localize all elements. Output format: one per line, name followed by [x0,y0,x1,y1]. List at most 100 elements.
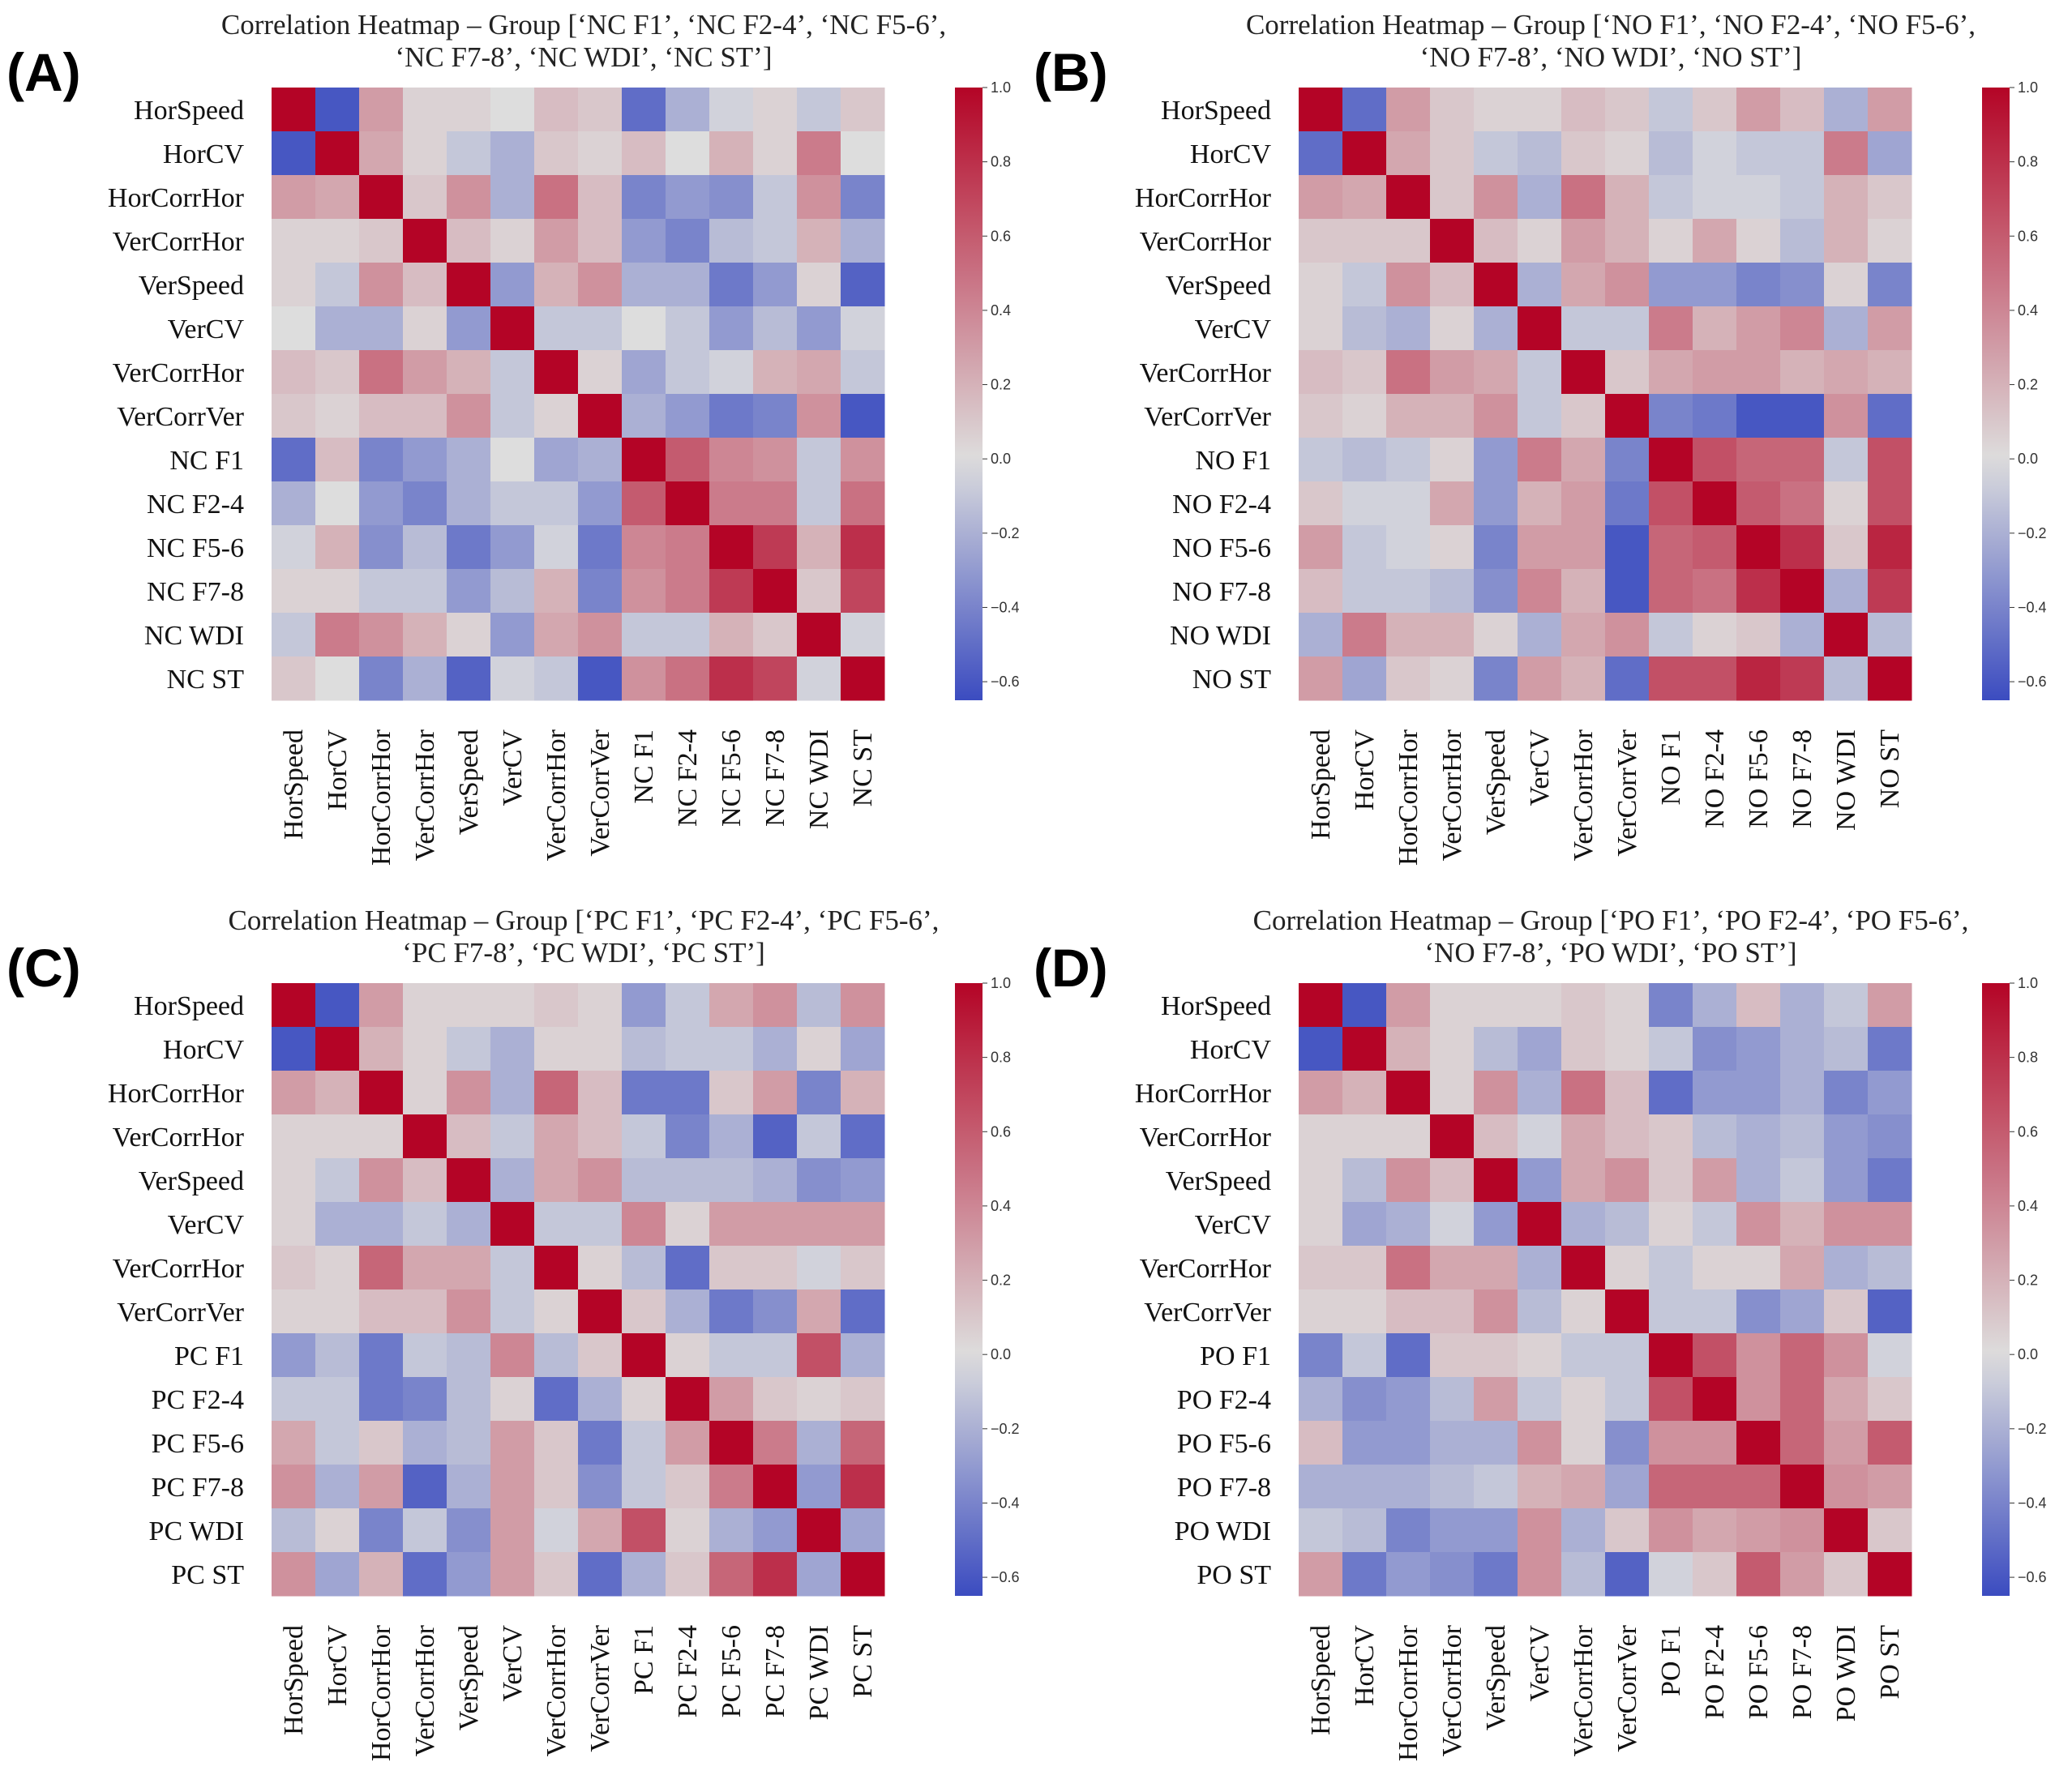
heatmap-cell [841,350,885,395]
heatmap-cell [1649,1114,1693,1159]
heatmap-cell [359,438,404,482]
heatmap-cell [534,1071,579,1115]
heatmap-cell [359,1465,404,1509]
heatmap-cell [578,1377,623,1422]
column-label: VerCorrHor [1569,729,1599,861]
heatmap-cell [1561,1421,1606,1465]
heatmap-cell [578,569,623,614]
heatmap-cell [841,1246,885,1290]
column-label: HorSpeed [279,1625,309,1735]
heatmap-cell [403,1114,447,1159]
heatmap-cell [797,394,841,438]
heatmap-cell [1386,1333,1431,1378]
heatmap-cell [1605,88,1650,132]
heatmap-cell [1605,1465,1650,1509]
heatmap-cell [1518,88,1562,132]
heatmap-cell [1736,1333,1781,1378]
heatmap-cell [1868,175,1912,220]
column-label: NO F7-8 [1787,729,1817,828]
heatmap-cell [1474,1377,1518,1422]
heatmap-cell [1824,1333,1869,1378]
heatmap-cell [359,131,404,176]
heatmap-cell [1780,1027,1825,1071]
heatmap-cell [315,481,360,526]
heatmap-cell [1824,613,1869,657]
heatmap-cell [622,1508,666,1553]
heatmap-cell [1780,306,1825,351]
heatmap-cell [1561,350,1606,395]
row-label: NC F7-8 [147,577,244,607]
row-label: PC F1 [174,1341,244,1371]
heatmap-cell [1868,569,1912,614]
heatmap-cell [709,175,754,220]
heatmap-cell [490,1027,535,1071]
heatmap-cell [709,613,754,657]
heatmap-cell [1693,613,1737,657]
row-label: NO F7-8 [1172,577,1271,607]
column-label: VerCorrHor [1437,1624,1467,1756]
heatmap-cell [272,613,316,657]
heatmap-cell [1518,656,1562,701]
heatmap-cell [1561,983,1606,1028]
heatmap-cell [1430,1508,1475,1553]
panel-label-a: (A) [6,42,81,102]
heatmap-cell [797,1421,841,1465]
column-label: NC F1 [629,729,659,804]
heatmap-cell [272,983,316,1028]
heatmap-cell [797,1465,841,1509]
column-label: PO F2-4 [1700,1625,1730,1719]
row-label: VerCV [168,1210,245,1240]
heatmap-cell [1430,1246,1475,1290]
heatmap-cell [753,306,798,351]
heatmap-cell [1605,656,1650,701]
heatmap-cell [1693,350,1737,395]
heatmap-cell [1430,1114,1475,1159]
heatmap-cell [490,306,535,351]
heatmap-cell [1605,263,1650,307]
heatmap-cell [709,1158,754,1203]
heatmap-cell [315,1508,360,1553]
heatmap-cell [666,1158,710,1203]
heatmap-cell [841,175,885,220]
heatmap-cell [1430,1289,1475,1334]
heatmap-cell [1474,1114,1518,1159]
heatmap-cell [315,131,360,176]
heatmap-cell [797,1158,841,1203]
heatmap-cell [1868,219,1912,263]
heatmap-cell [1430,525,1475,570]
heatmap-cell [447,481,491,526]
row-label: NO ST [1192,665,1272,695]
heatmap-cell [403,1465,447,1509]
heatmap-cell [1649,219,1693,263]
heatmap-cell [447,394,491,438]
heatmap-cell [578,1027,623,1071]
row-label: VerCorrHor [113,358,245,388]
heatmap-cell [447,219,491,263]
heatmap-cell [403,569,447,614]
column-label: VerCV [498,1625,528,1702]
heatmap-cell [1693,1552,1737,1597]
heatmap-cell [841,1508,885,1553]
heatmap-cell [622,481,666,526]
heatmap-cell [1693,1333,1737,1378]
row-label: NC F2-4 [147,490,244,520]
heatmap-cell [1649,613,1693,657]
heatmap-cell [1561,1027,1606,1071]
heatmap-cell [1693,1508,1737,1553]
heatmap-cell [622,569,666,614]
heatmap-cell [1342,983,1387,1028]
column-label: HorCorrHor [1394,729,1424,866]
row-label: PC F7-8 [152,1473,244,1503]
heatmap-cell [1561,1202,1606,1247]
column-label: VerCorrVer [1612,729,1642,856]
heatmap-cell [1474,1465,1518,1509]
heatmap-cell [272,569,316,614]
heatmap-cell [1780,394,1825,438]
heatmap-cell [666,88,710,132]
heatmap-cell [1824,263,1869,307]
heatmap-cell [272,438,316,482]
column-label: VerCorrHor [410,729,440,861]
heatmap-cell [534,1202,579,1247]
column-label: PC F2-4 [673,1625,703,1717]
heatmap-cell [1824,1377,1869,1422]
